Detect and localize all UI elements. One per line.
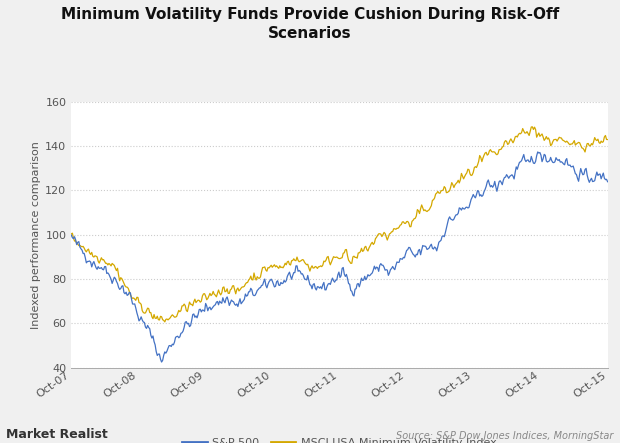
Legend: S&P 500, MSCI USA Minimum Volatility Index: S&P 500, MSCI USA Minimum Volatility Ind… [178,434,501,443]
Y-axis label: Indexed performance comparison: Indexed performance comparison [31,141,41,329]
Text: Source: S&P Dow Jones Indices, MorningStar: Source: S&P Dow Jones Indices, MorningSt… [396,431,614,441]
Text: Minimum Volatility Funds Provide Cushion During Risk-Off
Scenarios: Minimum Volatility Funds Provide Cushion… [61,7,559,42]
Text: Market Realist: Market Realist [6,428,108,441]
